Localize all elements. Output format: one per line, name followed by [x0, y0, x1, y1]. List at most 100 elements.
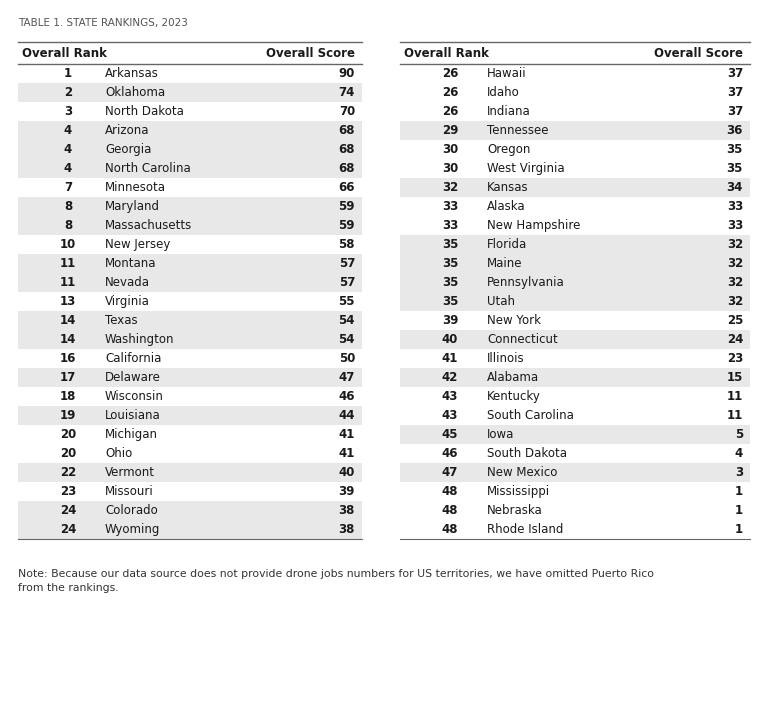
- Text: 35: 35: [442, 276, 458, 289]
- Text: 23: 23: [727, 352, 743, 365]
- Text: 29: 29: [442, 124, 458, 137]
- Text: Alaska: Alaska: [487, 200, 525, 213]
- Bar: [400, 368, 750, 387]
- Text: South Dakota: South Dakota: [487, 447, 567, 460]
- Text: New Hampshire: New Hampshire: [487, 219, 581, 232]
- Text: 41: 41: [339, 447, 355, 460]
- Text: 48: 48: [442, 504, 458, 517]
- Text: 24: 24: [60, 504, 76, 517]
- Text: Mississippi: Mississippi: [487, 485, 550, 498]
- Bar: [18, 520, 362, 539]
- Text: 5: 5: [735, 428, 743, 441]
- Text: Massachusetts: Massachusetts: [105, 219, 192, 232]
- Text: 37: 37: [727, 67, 743, 80]
- Text: 26: 26: [442, 86, 458, 99]
- Text: 26: 26: [442, 67, 458, 80]
- Bar: [400, 292, 750, 311]
- Text: 48: 48: [442, 523, 458, 536]
- Text: 68: 68: [339, 124, 355, 137]
- Text: Colorado: Colorado: [105, 504, 157, 517]
- Bar: [18, 140, 362, 159]
- Text: 41: 41: [442, 352, 458, 365]
- Bar: [18, 83, 362, 102]
- Text: 47: 47: [339, 371, 355, 384]
- Text: 35: 35: [727, 143, 743, 156]
- Bar: [18, 273, 362, 292]
- Text: Maryland: Maryland: [105, 200, 160, 213]
- Text: 46: 46: [442, 447, 458, 460]
- Text: 37: 37: [727, 86, 743, 99]
- Text: Indiana: Indiana: [487, 105, 531, 118]
- Text: 57: 57: [339, 257, 355, 270]
- Bar: [400, 463, 750, 482]
- Text: Rhode Island: Rhode Island: [487, 523, 564, 536]
- Text: Iowa: Iowa: [487, 428, 515, 441]
- Text: Kansas: Kansas: [487, 181, 528, 194]
- Text: 43: 43: [442, 409, 458, 422]
- Text: North Carolina: North Carolina: [105, 162, 190, 175]
- Text: Utah: Utah: [487, 295, 515, 308]
- Text: 55: 55: [339, 295, 355, 308]
- Text: 41: 41: [339, 428, 355, 441]
- Text: 32: 32: [442, 181, 458, 194]
- Bar: [400, 121, 750, 140]
- Text: Overall Score: Overall Score: [654, 47, 743, 60]
- Bar: [18, 406, 362, 425]
- Text: 14: 14: [60, 314, 76, 327]
- Text: 8: 8: [64, 200, 72, 213]
- Text: New York: New York: [487, 314, 541, 327]
- Text: 11: 11: [727, 390, 743, 403]
- Text: 35: 35: [727, 162, 743, 175]
- Text: Maine: Maine: [487, 257, 522, 270]
- Text: Alabama: Alabama: [487, 371, 539, 384]
- Text: Illinois: Illinois: [487, 352, 525, 365]
- Bar: [400, 235, 750, 254]
- Text: 23: 23: [60, 485, 76, 498]
- Text: Wisconsin: Wisconsin: [105, 390, 164, 403]
- Text: 40: 40: [339, 466, 355, 479]
- Text: 7: 7: [64, 181, 72, 194]
- Text: Arizona: Arizona: [105, 124, 150, 137]
- Text: Michigan: Michigan: [105, 428, 158, 441]
- Text: 2: 2: [64, 86, 72, 99]
- Bar: [400, 330, 750, 349]
- Text: 4: 4: [735, 447, 743, 460]
- Text: 54: 54: [339, 314, 355, 327]
- Text: 4: 4: [64, 143, 72, 156]
- Text: Overall Rank: Overall Rank: [404, 47, 489, 60]
- Text: 1: 1: [735, 523, 743, 536]
- Bar: [400, 178, 750, 197]
- Text: Tennessee: Tennessee: [487, 124, 548, 137]
- Bar: [400, 425, 750, 444]
- Text: 4: 4: [64, 124, 72, 137]
- Text: 17: 17: [60, 371, 76, 384]
- Text: 13: 13: [60, 295, 76, 308]
- Text: 18: 18: [60, 390, 76, 403]
- Text: Minnesota: Minnesota: [105, 181, 166, 194]
- Text: 47: 47: [442, 466, 458, 479]
- Text: 3: 3: [64, 105, 72, 118]
- Text: 38: 38: [339, 504, 355, 517]
- Bar: [18, 216, 362, 235]
- Text: Washington: Washington: [105, 333, 174, 346]
- Text: 42: 42: [442, 371, 458, 384]
- Text: Texas: Texas: [105, 314, 137, 327]
- Text: New Jersey: New Jersey: [105, 238, 170, 251]
- Text: Oregon: Oregon: [487, 143, 531, 156]
- Bar: [18, 159, 362, 178]
- Text: 15: 15: [727, 371, 743, 384]
- Text: Nevada: Nevada: [105, 276, 150, 289]
- Bar: [400, 254, 750, 273]
- Text: North Dakota: North Dakota: [105, 105, 184, 118]
- Text: 32: 32: [727, 238, 743, 251]
- Text: 26: 26: [442, 105, 458, 118]
- Text: 24: 24: [60, 523, 76, 536]
- Text: 8: 8: [64, 219, 72, 232]
- Text: 30: 30: [442, 143, 458, 156]
- Text: 11: 11: [60, 276, 76, 289]
- Text: 30: 30: [442, 162, 458, 175]
- Text: 1: 1: [64, 67, 72, 80]
- Text: 4: 4: [64, 162, 72, 175]
- Text: 38: 38: [339, 523, 355, 536]
- Text: Oklahoma: Oklahoma: [105, 86, 165, 99]
